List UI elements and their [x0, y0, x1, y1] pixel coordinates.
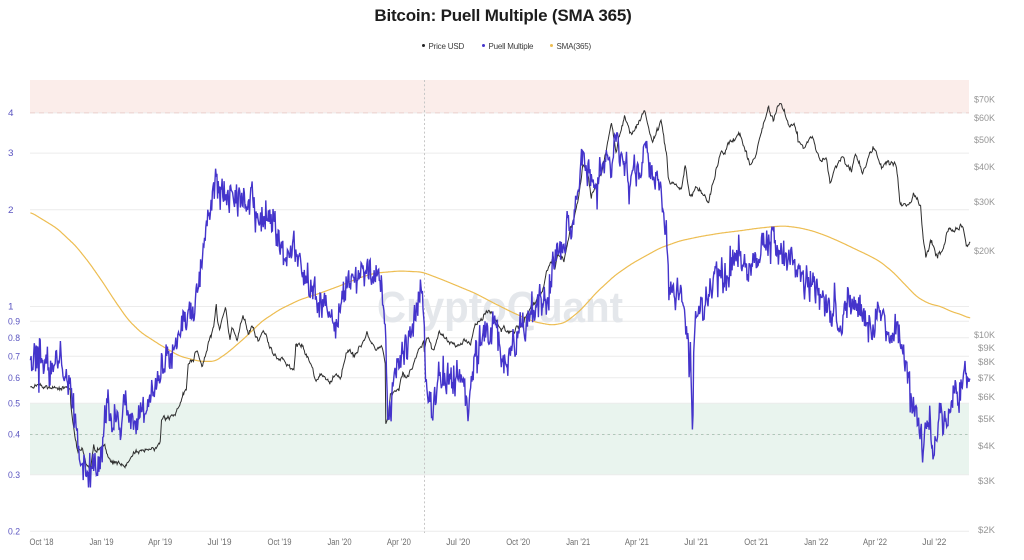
svg-text:$9K: $9K	[978, 343, 995, 353]
svg-text:Oct '18: Oct '18	[30, 537, 54, 547]
svg-text:0.3: 0.3	[8, 470, 20, 480]
svg-text:Jul '22: Jul '22	[922, 537, 946, 547]
svg-text:$60K: $60K	[974, 113, 995, 123]
svg-text:$50K: $50K	[974, 135, 995, 145]
svg-text:$5K: $5K	[978, 414, 995, 424]
svg-text:Oct '19: Oct '19	[268, 537, 292, 547]
svg-text:0.4: 0.4	[8, 430, 20, 440]
svg-text:Jan '21: Jan '21	[566, 537, 590, 547]
svg-text:0.8: 0.8	[8, 333, 20, 343]
svg-text:3: 3	[8, 148, 14, 158]
svg-text:Jul '19: Jul '19	[208, 537, 232, 547]
svg-text:Apr '22: Apr '22	[863, 537, 887, 547]
svg-text:$2K: $2K	[978, 525, 995, 535]
svg-text:Apr '19: Apr '19	[148, 537, 172, 547]
svg-text:Jul '21: Jul '21	[684, 537, 708, 547]
svg-text:0.6: 0.6	[8, 373, 20, 383]
svg-text:0.5: 0.5	[8, 398, 20, 408]
svg-text:2: 2	[8, 205, 14, 215]
svg-text:0.2: 0.2	[8, 526, 20, 536]
svg-text:1: 1	[8, 302, 14, 312]
svg-text:Apr '20: Apr '20	[387, 537, 411, 547]
svg-text:0.7: 0.7	[8, 351, 20, 361]
svg-text:Jan '19: Jan '19	[90, 537, 114, 547]
svg-text:$10K: $10K	[974, 330, 995, 340]
svg-text:$6K: $6K	[978, 392, 995, 402]
svg-text:$7K: $7K	[978, 373, 995, 383]
svg-text:Oct '21: Oct '21	[744, 537, 768, 547]
svg-text:$20K: $20K	[974, 246, 995, 256]
svg-text:$4K: $4K	[978, 441, 995, 451]
svg-text:$8K: $8K	[978, 357, 995, 367]
svg-text:$70K: $70K	[974, 94, 995, 104]
svg-text:Jan '22: Jan '22	[804, 537, 828, 547]
svg-text:4: 4	[8, 108, 14, 118]
svg-text:Apr '21: Apr '21	[625, 537, 649, 547]
svg-text:$3K: $3K	[978, 476, 995, 486]
svg-text:Jul '20: Jul '20	[446, 537, 470, 547]
svg-text:$30K: $30K	[974, 197, 995, 207]
svg-text:$40K: $40K	[974, 162, 995, 172]
svg-text:Oct '20: Oct '20	[506, 537, 530, 547]
svg-text:0.9: 0.9	[8, 316, 20, 326]
svg-text:Jan '20: Jan '20	[328, 537, 352, 547]
